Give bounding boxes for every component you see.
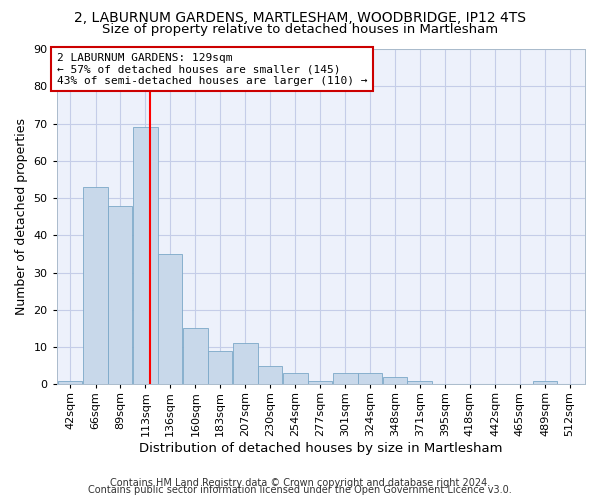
- Bar: [158, 254, 182, 384]
- Text: Contains HM Land Registry data © Crown copyright and database right 2024.: Contains HM Land Registry data © Crown c…: [110, 478, 490, 488]
- Text: 2, LABURNUM GARDENS, MARTLESHAM, WOODBRIDGE, IP12 4TS: 2, LABURNUM GARDENS, MARTLESHAM, WOODBRI…: [74, 11, 526, 25]
- X-axis label: Distribution of detached houses by size in Martlesham: Distribution of detached houses by size …: [139, 442, 503, 455]
- Text: Contains public sector information licensed under the Open Government Licence v3: Contains public sector information licen…: [88, 485, 512, 495]
- Bar: [283, 373, 308, 384]
- Bar: [333, 373, 358, 384]
- Bar: [58, 380, 82, 384]
- Bar: [183, 328, 208, 384]
- Bar: [308, 380, 332, 384]
- Text: 2 LABURNUM GARDENS: 129sqm
← 57% of detached houses are smaller (145)
43% of sem: 2 LABURNUM GARDENS: 129sqm ← 57% of deta…: [57, 52, 367, 86]
- Bar: [257, 366, 282, 384]
- Bar: [133, 128, 158, 384]
- Bar: [407, 380, 432, 384]
- Bar: [233, 344, 257, 384]
- Bar: [533, 380, 557, 384]
- Bar: [108, 206, 132, 384]
- Bar: [383, 377, 407, 384]
- Bar: [83, 187, 108, 384]
- Text: Size of property relative to detached houses in Martlesham: Size of property relative to detached ho…: [102, 22, 498, 36]
- Y-axis label: Number of detached properties: Number of detached properties: [15, 118, 28, 315]
- Bar: [208, 351, 232, 384]
- Bar: [358, 373, 382, 384]
